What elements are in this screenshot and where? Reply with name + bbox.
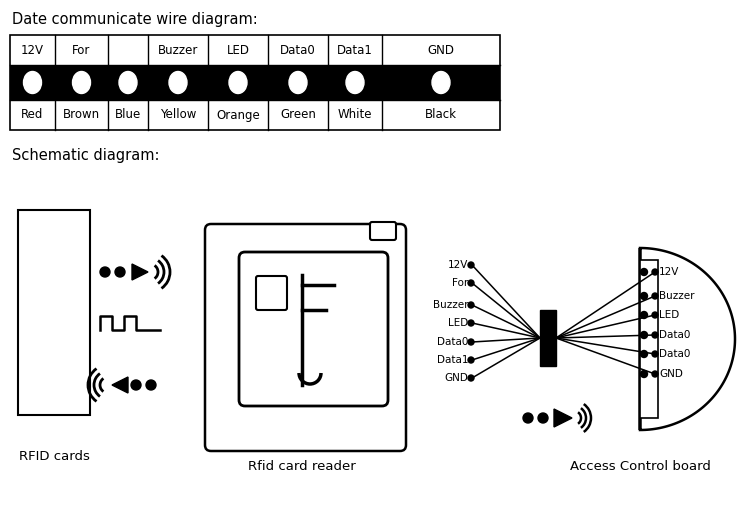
Text: LED: LED	[659, 310, 680, 320]
Bar	[10, 35, 500, 130]
Text: Buzzer: Buzzer	[158, 44, 198, 56]
Text: RFID cards: RFID cards	[19, 450, 89, 463]
Circle shape	[131, 380, 141, 390]
Text: Orange: Orange	[216, 109, 260, 121]
Bar	[640, 260, 658, 418]
Ellipse shape	[432, 72, 450, 94]
Text: Green: Green	[280, 109, 316, 121]
Circle shape	[652, 371, 658, 377]
Circle shape	[652, 351, 658, 357]
Text: Data1: Data1	[337, 44, 373, 56]
Circle shape	[115, 267, 125, 277]
Circle shape	[652, 312, 658, 318]
Ellipse shape	[73, 72, 91, 94]
Text: Buzzer: Buzzer	[659, 291, 694, 301]
Text: GND: GND	[444, 373, 468, 383]
FancyBboxPatch shape	[370, 222, 396, 240]
Ellipse shape	[289, 72, 307, 94]
Text: Data0: Data0	[659, 349, 690, 359]
Circle shape	[468, 339, 474, 345]
Polygon shape	[640, 248, 735, 430]
FancyBboxPatch shape	[205, 224, 406, 451]
Text: Rfid card reader: Rfid card reader	[248, 460, 356, 473]
Text: 12V: 12V	[21, 44, 44, 56]
Text: Blue: Blue	[115, 109, 141, 121]
Circle shape	[640, 331, 647, 338]
Circle shape	[652, 293, 658, 299]
Circle shape	[523, 413, 533, 423]
Bar	[208, 65, 268, 100]
Circle shape	[468, 375, 474, 381]
Ellipse shape	[229, 72, 247, 94]
Text: For: For	[452, 278, 468, 288]
Text: Red: Red	[21, 109, 44, 121]
Text: Date communicate wire diagram:: Date communicate wire diagram:	[12, 12, 258, 27]
Circle shape	[652, 332, 658, 338]
Text: Black: Black	[425, 109, 457, 121]
Text: Data0: Data0	[280, 44, 316, 56]
Text: GND: GND	[659, 369, 682, 379]
Text: Access Control board: Access Control board	[569, 460, 710, 473]
Text: LED: LED	[448, 318, 468, 328]
Ellipse shape	[346, 72, 364, 94]
FancyBboxPatch shape	[239, 252, 388, 406]
Ellipse shape	[169, 72, 187, 94]
Text: GND: GND	[427, 44, 454, 56]
Text: Brown: Brown	[63, 109, 100, 121]
Circle shape	[468, 357, 474, 363]
Circle shape	[146, 380, 156, 390]
Text: Data1: Data1	[436, 355, 468, 365]
Text: Data0: Data0	[436, 337, 468, 347]
Bar	[10, 65, 55, 100]
Bar	[382, 65, 500, 100]
Circle shape	[640, 268, 647, 275]
Bar	[148, 65, 208, 100]
Polygon shape	[112, 377, 128, 393]
Circle shape	[100, 267, 110, 277]
Circle shape	[468, 262, 474, 268]
Text: LED: LED	[226, 44, 250, 56]
Text: 12V: 12V	[659, 267, 680, 277]
Circle shape	[468, 302, 474, 308]
Circle shape	[652, 269, 658, 275]
Polygon shape	[554, 409, 572, 427]
Circle shape	[468, 280, 474, 286]
Text: Data0: Data0	[659, 330, 690, 340]
Circle shape	[640, 351, 647, 357]
Circle shape	[640, 371, 647, 377]
Text: 12V: 12V	[448, 260, 468, 270]
Circle shape	[640, 292, 647, 300]
Circle shape	[468, 320, 474, 326]
Polygon shape	[132, 264, 148, 280]
Text: White: White	[338, 109, 372, 121]
Text: Yellow: Yellow	[160, 109, 196, 121]
Bar	[328, 65, 382, 100]
Bar	[108, 65, 148, 100]
Ellipse shape	[23, 72, 41, 94]
Bar	[18, 210, 90, 415]
FancyBboxPatch shape	[256, 276, 287, 310]
Text: Buzzer: Buzzer	[433, 300, 468, 310]
Bar	[268, 65, 328, 100]
Circle shape	[538, 413, 548, 423]
Text: Schematic diagram:: Schematic diagram:	[12, 148, 160, 163]
Bar	[55, 65, 108, 100]
Ellipse shape	[119, 72, 137, 94]
Text: For: For	[72, 44, 91, 56]
Circle shape	[640, 311, 647, 318]
Bar	[540, 310, 556, 366]
